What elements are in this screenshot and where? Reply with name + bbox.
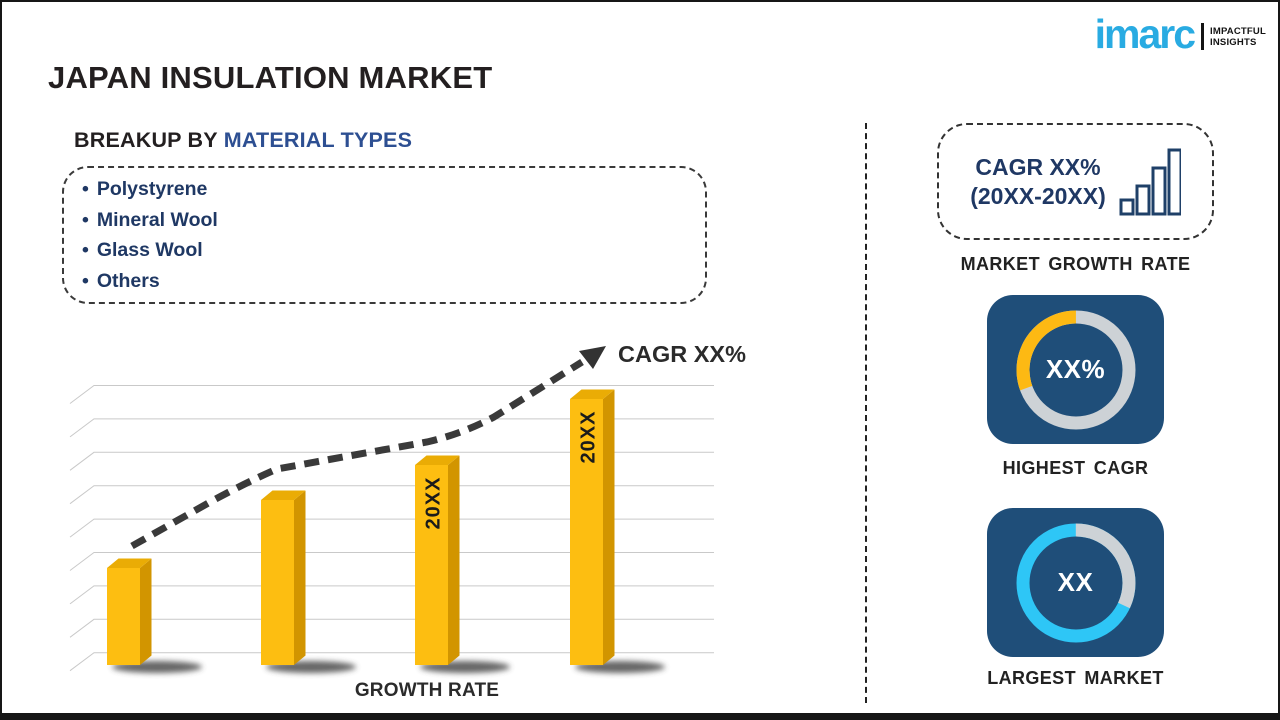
logo-tagline: IMPACTFUL INSIGHTS xyxy=(1210,26,1266,48)
breakup-heading: BREAKUP BY MATERIAL TYPES xyxy=(74,128,412,153)
list-item: Glass Wool xyxy=(82,235,705,266)
trend-arrow-icon xyxy=(579,346,606,369)
chart-xlabel: GROWTH RATE xyxy=(354,680,500,701)
list-item: Mineral Wool xyxy=(82,205,705,236)
logo-tagline-line1: IMPACTFUL xyxy=(1210,25,1266,37)
page-title: JAPAN INSULATION MARKET xyxy=(48,60,493,95)
highest-cagr-caption: HIGHEST CAGR xyxy=(1002,458,1149,478)
trend-line xyxy=(130,359,584,550)
growth-bars-icon xyxy=(1119,148,1181,215)
cagr-box-text: CAGR XX% (20XX-20XX) xyxy=(970,153,1106,211)
section-divider xyxy=(865,123,867,703)
chart-bars: 20XX 20XX xyxy=(107,389,665,673)
cagr-box-line1: CAGR XX% xyxy=(975,153,1101,180)
growth-chart-svg: 20XX 20XX xyxy=(69,346,714,673)
growth-chart: 20XX 20XX xyxy=(62,334,742,684)
market-growth-rate-box: CAGR XX% (20XX-20XX) xyxy=(937,123,1214,240)
svg-text:20XX: 20XX xyxy=(578,411,600,464)
highest-cagr-value: XX% xyxy=(1045,354,1106,384)
chart-grid xyxy=(69,385,714,672)
cagr-box-line2: (20XX-20XX) xyxy=(970,182,1106,209)
material-types-box: Polystyrene Mineral Wool Glass Wool Othe… xyxy=(62,166,707,304)
market-growth-rate-caption: MARKET GROWTH RATE xyxy=(960,254,1191,274)
cagr-trend-label: CAGR XX% xyxy=(618,341,746,367)
breakup-heading-highlight: MATERIAL TYPES xyxy=(223,128,413,152)
list-item: Others xyxy=(82,266,705,297)
logo-divider-bar xyxy=(1201,23,1205,50)
highest-cagr-donut xyxy=(1015,310,1135,429)
largest-market-value: XX xyxy=(1057,567,1094,597)
imarc-brand-text: imarc xyxy=(1094,11,1196,57)
logo-tagline-line2: INSIGHTS xyxy=(1210,36,1257,48)
largest-market-donut xyxy=(1016,523,1135,642)
highest-cagr-tile: XX% xyxy=(987,295,1164,444)
list-item: Polystyrene xyxy=(82,174,705,205)
largest-market-tile: XX xyxy=(987,508,1164,657)
breakup-heading-prefix: BREAKUP BY xyxy=(74,128,218,152)
imarc-logo: imarc IMPACTFUL INSIGHTS xyxy=(1095,14,1266,55)
svg-text:20XX: 20XX xyxy=(423,477,445,530)
material-types-list: Polystyrene Mineral Wool Glass Wool Othe… xyxy=(82,174,705,296)
largest-market-caption: LARGEST MARKET xyxy=(987,668,1164,688)
